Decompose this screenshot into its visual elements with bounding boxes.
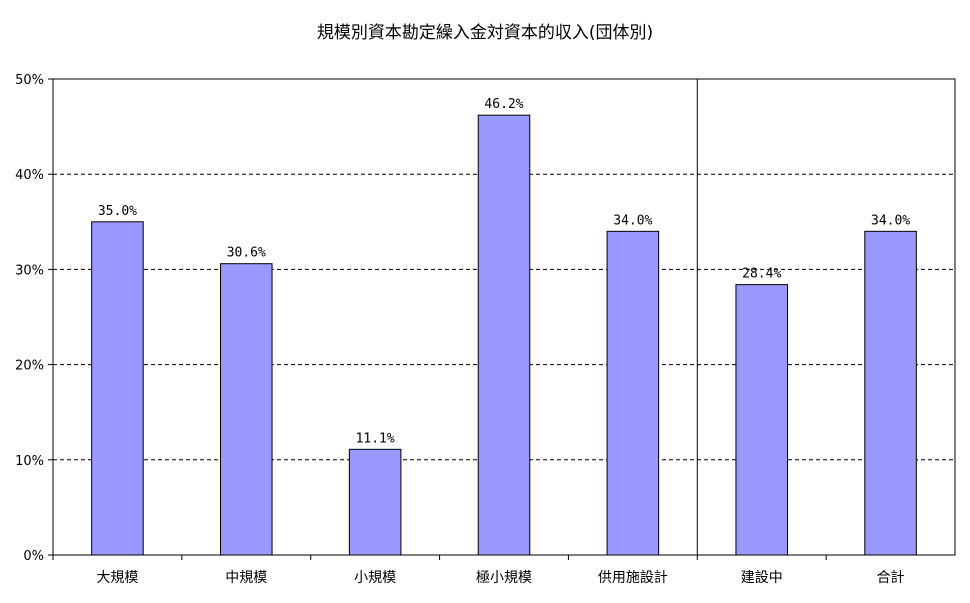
bar (348, 448, 402, 556)
y-axis-ticks: 0% 10% 20% 30% 40% 50% (15, 73, 53, 564)
bar (864, 230, 917, 556)
data-label: 30.6% (227, 246, 266, 261)
data-label: 34.0% (613, 213, 652, 228)
x-category-label: 建設中 (741, 570, 783, 586)
data-labels: 35.0% 30.6% 11.1% 46.2% 34.0% 28.4% 34.0% (98, 97, 910, 446)
chart-title: 規模別資本勘定繰入金対資本的収入(団体別) (317, 23, 653, 43)
y-tick-label: 10% (15, 454, 44, 469)
axes (52, 78, 956, 560)
x-category-label: 合計 (877, 570, 905, 586)
x-category-label: 中規模 (225, 570, 267, 586)
y-tick-label: 20% (15, 359, 44, 374)
y-tick-label: 40% (15, 168, 44, 183)
data-label: 34.0% (871, 213, 910, 228)
x-axis-category-labels: 大規模 中規模 小規模 極小規模 供用施設計 建設中 合計 (96, 570, 904, 586)
bar (91, 221, 144, 556)
data-label: 35.0% (98, 204, 137, 219)
data-label: 46.2% (484, 97, 523, 112)
x-category-label: 小規模 (354, 570, 396, 586)
bar (477, 114, 531, 556)
y-tick-label: 50% (15, 73, 44, 88)
data-label: 11.1% (356, 431, 395, 446)
bar (735, 284, 788, 556)
bars (91, 114, 917, 556)
plot-area-border (52, 78, 956, 556)
bar (606, 230, 660, 556)
y-tick-label: 0% (23, 549, 44, 564)
y-tick-label: 30% (15, 263, 44, 278)
x-category-label: 供用施設計 (598, 570, 668, 586)
x-category-label: 大規模 (96, 570, 138, 586)
data-label: 28.4% (742, 267, 781, 282)
bar (220, 263, 273, 556)
x-category-label: 極小規模 (476, 570, 532, 586)
